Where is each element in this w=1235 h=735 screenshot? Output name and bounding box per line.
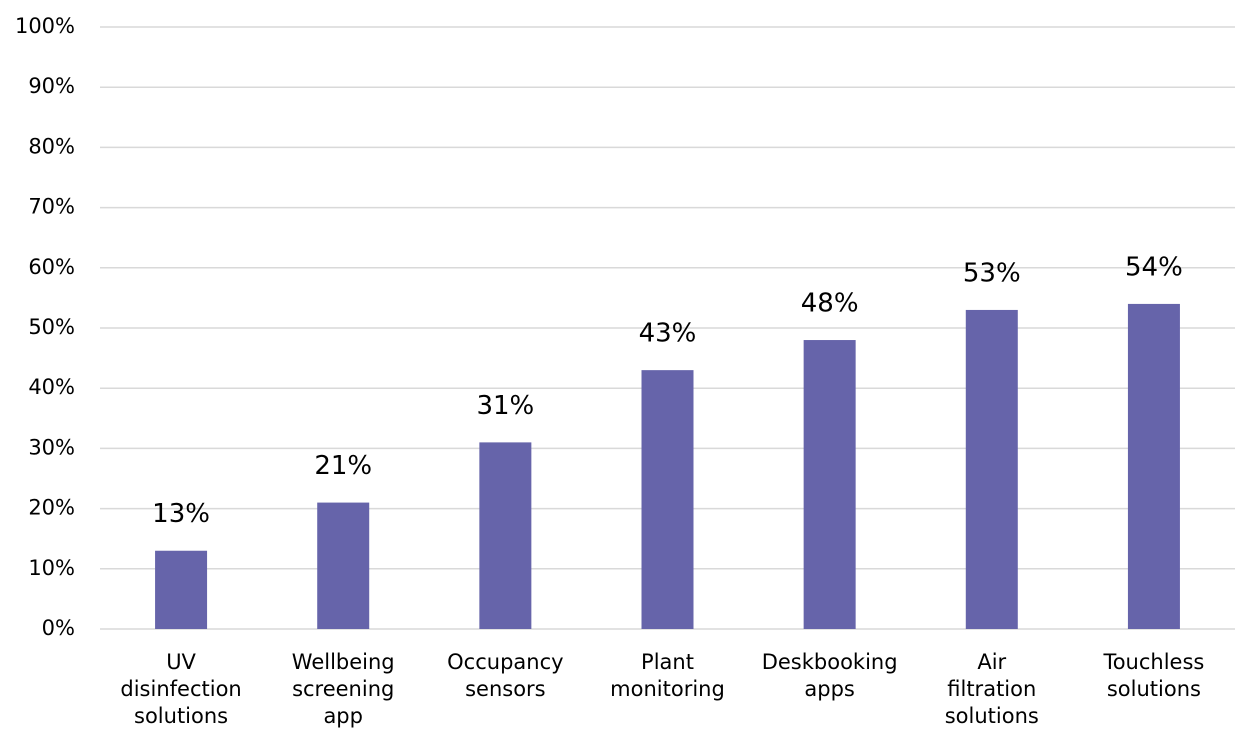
bar <box>1127 303 1180 629</box>
bar <box>803 340 856 629</box>
y-tick-label: 20% <box>28 496 75 520</box>
x-tick-label: Deskbooking apps <box>762 650 898 701</box>
x-tick-label: Plant monitoring <box>610 650 725 701</box>
x-tick-label: Wellbeing screening app <box>292 650 395 728</box>
y-tick-label: 80% <box>28 134 75 158</box>
x-tick-label: Touchless solutions <box>1102 650 1204 701</box>
value-label: 43% <box>639 319 697 349</box>
y-tick-label: 90% <box>28 74 75 98</box>
y-tick-label: 30% <box>28 435 75 459</box>
bar <box>965 309 1018 629</box>
bar <box>317 502 370 629</box>
value-label: 48% <box>801 289 859 319</box>
value-label: 53% <box>963 258 1021 288</box>
value-label: 54% <box>1125 252 1183 282</box>
x-tick-label: Air filtration solutions <box>945 650 1039 728</box>
x-tick-label: Occupancy sensors <box>447 650 563 701</box>
value-label: 13% <box>152 499 210 529</box>
bar <box>641 370 694 629</box>
bar <box>155 550 208 629</box>
y-tick-label: 10% <box>28 556 75 580</box>
value-label: 31% <box>476 391 534 421</box>
y-tick-label: 70% <box>28 195 75 219</box>
y-tick-label: 50% <box>28 315 75 339</box>
bar <box>479 442 532 629</box>
y-tick-label: 60% <box>28 255 75 279</box>
value-label: 21% <box>314 451 372 481</box>
y-tick-label: 40% <box>28 375 75 399</box>
y-tick-label: 100% <box>15 14 75 38</box>
y-tick-label: 0% <box>42 616 75 640</box>
x-tick-label: UV disinfection solutions <box>120 650 241 728</box>
